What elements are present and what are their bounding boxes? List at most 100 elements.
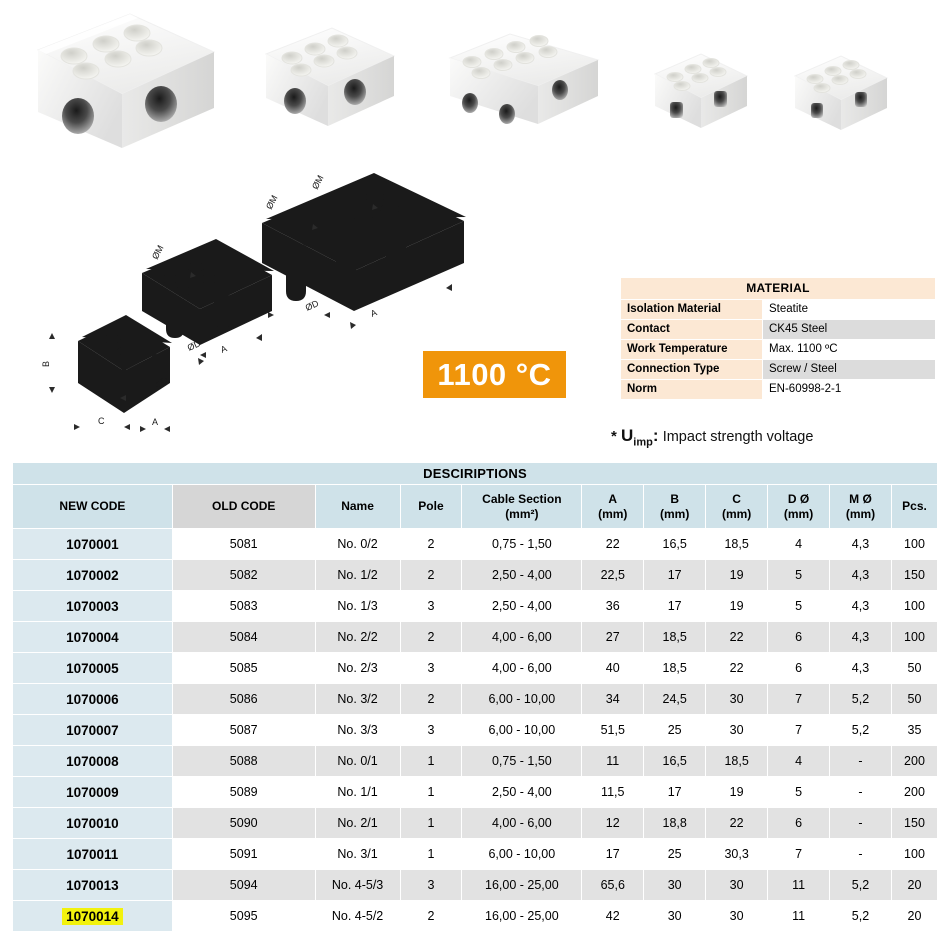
cell-old-code: 5082 — [171, 559, 316, 591]
material-row: Work Temperature Max. 1100 ºC — [620, 339, 936, 360]
cell-m: - — [829, 807, 892, 839]
svg-text:ØD: ØD — [304, 298, 321, 313]
cell-c: 22 — [705, 807, 769, 839]
cell-d: 5 — [767, 776, 831, 808]
cell-pcs: 100 — [890, 621, 939, 653]
cell-pole: 3 — [399, 714, 463, 746]
material-label-work-temperature: Work Temperature — [620, 339, 763, 360]
cell-b: 25 — [643, 838, 707, 870]
material-row: Isolation Material Steatite — [620, 299, 936, 320]
cell-m: 5,2 — [829, 683, 892, 715]
column-header-new-code: NEW CODE — [12, 484, 173, 529]
cell-b: 30 — [643, 900, 707, 932]
cell-a: 42 — [581, 900, 645, 932]
cell-new-code: 1070008 — [12, 745, 173, 777]
cell-c: 18,5 — [705, 528, 769, 560]
cell-cable-section: 6,00 - 10,00 — [461, 838, 583, 870]
cell-b: 16,5 — [643, 745, 707, 777]
cell-old-code: 5086 — [171, 683, 316, 715]
cell-name: No. 4-5/2 — [314, 900, 401, 932]
column-header-b: B (mm) — [643, 484, 707, 529]
svg-text:ØM: ØM — [310, 173, 326, 190]
cell-pole: 2 — [399, 683, 463, 715]
column-header-old-code: OLD CODE — [171, 484, 316, 529]
cell-a: 40 — [581, 652, 645, 684]
column-header-pole: Pole — [399, 484, 463, 529]
cell-a: 17 — [581, 838, 645, 870]
cable-section-line2: (mm²) — [505, 506, 539, 521]
terminal-block-illustration — [264, 27, 396, 126]
cell-a: 27 — [581, 621, 645, 653]
cell-cable-section: 6,00 - 10,00 — [461, 714, 583, 746]
cell-c: 30,3 — [705, 838, 769, 870]
table-row: 1070008 5088 No. 0/1 1 0,75 - 1,50 11 16,5 18,5… — [12, 745, 939, 777]
cell-pole: 2 — [399, 528, 463, 560]
cell-pcs: 100 — [890, 590, 939, 622]
cell-pcs: 200 — [890, 745, 939, 777]
drawing-small-2pole: B C A ØD — [41, 315, 176, 435]
svg-text:C: C — [98, 416, 105, 426]
cell-new-code: 1070007 — [12, 714, 173, 746]
cell-c: 19 — [705, 590, 769, 622]
product-photo-strip — [0, 0, 950, 150]
table-row: 1070004 5084 No. 2/2 2 4,00 - 6,00 27 18,5 22 6 4… — [12, 621, 939, 653]
cell-name: No. 3/1 — [314, 838, 401, 870]
cell-b: 25 — [643, 714, 707, 746]
spec-table-body: 1070001 5081 No. 0/2 2 0,75 - 1,50 22 16,5 18,5… — [12, 528, 939, 932]
cell-d: 4 — [767, 528, 831, 560]
column-header-cable-section: Cable Section (mm²) — [461, 484, 583, 529]
footnote-description: Impact strength voltage — [662, 429, 814, 445]
specifications-table: DESCIRIPTIONS NEW CODE OLD CODE Name Pol… — [12, 462, 939, 932]
terminal-block-illustration — [448, 33, 600, 124]
material-row: Contact CK45 Steel — [620, 319, 936, 340]
column-header-name: Name — [314, 484, 401, 529]
terminal-block-illustration — [653, 53, 749, 128]
cell-m: 4,3 — [829, 559, 892, 591]
cell-cable-section: 0,75 - 1,50 — [461, 528, 583, 560]
cell-pcs: 150 — [890, 807, 939, 839]
c-line2: (mm) — [721, 506, 752, 521]
a-line1: A — [608, 491, 618, 506]
cell-old-code: 5081 — [171, 528, 316, 560]
cell-c: 22 — [705, 621, 769, 653]
cell-pcs: 20 — [890, 869, 939, 901]
cell-old-code: 5091 — [171, 838, 316, 870]
cell-c: 18,5 — [705, 745, 769, 777]
cell-d: 11 — [767, 869, 831, 901]
cell-pcs: 50 — [890, 652, 939, 684]
cell-new-code: 1070005 — [12, 652, 173, 684]
spec-table-header-row: NEW CODE OLD CODE Name Pole Cable Sectio… — [12, 484, 939, 529]
cell-b: 17 — [643, 776, 707, 808]
cell-cable-section: 0,75 - 1,50 — [461, 745, 583, 777]
cell-b: 18,5 — [643, 621, 707, 653]
cell-new-code: 1070010 — [12, 807, 173, 839]
cell-new-code: 1070001 — [12, 528, 173, 560]
column-header-a: A (mm) — [581, 484, 645, 529]
cell-new-code: 1070003 — [12, 590, 173, 622]
svg-text:ØM: ØM — [150, 243, 166, 260]
cell-old-code: 5089 — [171, 776, 316, 808]
product-photo-2 — [252, 22, 402, 134]
terminal-block-illustration — [36, 13, 216, 148]
material-value-contact: CK45 Steel — [762, 319, 936, 340]
highlighted-code: 1070014 — [62, 907, 123, 925]
cell-b: 16,5 — [643, 528, 707, 560]
cell-a: 36 — [581, 590, 645, 622]
uimp-footnote: * Uimp: Impact strength voltage — [611, 426, 813, 448]
d-line2: (mm) — [783, 506, 814, 521]
cell-b: 18,8 — [643, 807, 707, 839]
cell-a: 12 — [581, 807, 645, 839]
cell-m: - — [829, 745, 892, 777]
cell-pcs: 200 — [890, 776, 939, 808]
footnote-separator: : — [652, 426, 659, 445]
cell-d: 7 — [767, 714, 831, 746]
c-line1: C — [732, 491, 741, 506]
cell-a: 22 — [581, 528, 645, 560]
spec-table-title: DESCIRIPTIONS — [12, 462, 938, 485]
material-value-work-temperature: Max. 1100 ºC — [762, 339, 936, 360]
cell-name: No. 3/2 — [314, 683, 401, 715]
cell-a: 11,5 — [581, 776, 645, 808]
material-label-contact: Contact — [620, 319, 763, 340]
cell-pcs: 100 — [890, 838, 939, 870]
cell-c: 30 — [705, 869, 769, 901]
